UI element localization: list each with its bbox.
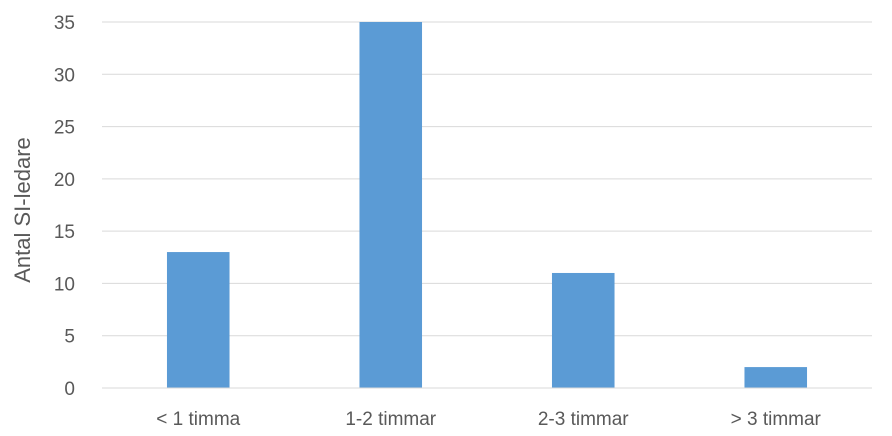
- bar: [744, 367, 808, 388]
- bar: [166, 252, 230, 388]
- x-axis-labels: < 1 timma 1-2 timmar 2-3 timmar > 3 timmar: [156, 409, 821, 430]
- y-tick-label: 35: [54, 13, 75, 34]
- y-tick-label: 10: [54, 274, 75, 295]
- y-tick-label: 30: [54, 65, 75, 86]
- y-axis-ticks: 0 5 10 15 20 25 30 35: [54, 13, 75, 400]
- y-tick-label: 5: [64, 327, 75, 348]
- bar: [359, 22, 423, 388]
- gridlines: [102, 21, 872, 337]
- y-tick-label: 0: [64, 379, 75, 400]
- y-tick-label: 25: [54, 118, 75, 139]
- x-category-label: 2-3 timmar: [538, 409, 629, 430]
- y-tick-label: 20: [54, 170, 75, 191]
- x-category-label: < 1 timma: [156, 409, 240, 430]
- x-category-label: 1-2 timmar: [345, 409, 436, 430]
- y-tick-label: 15: [54, 222, 75, 243]
- bar: [551, 272, 615, 388]
- bars: [166, 22, 808, 388]
- y-axis-title: Antal SI-ledare: [10, 137, 35, 283]
- x-category-label: > 3 timmar: [731, 409, 822, 430]
